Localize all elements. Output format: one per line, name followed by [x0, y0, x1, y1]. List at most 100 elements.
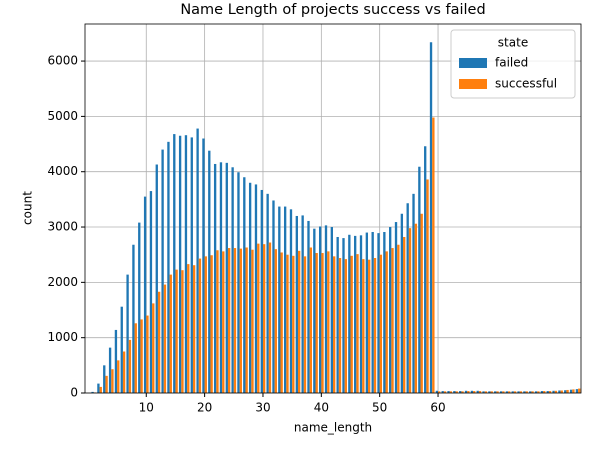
bar [202, 138, 205, 393]
bar [564, 390, 567, 393]
bar [225, 162, 228, 393]
bar [523, 391, 526, 393]
bar [289, 209, 293, 393]
bar [566, 389, 569, 393]
x-axis-label: name_length [294, 421, 372, 435]
bar [237, 172, 240, 393]
bar [204, 256, 207, 393]
bar [438, 391, 441, 393]
legend-title: state [498, 36, 528, 50]
bar [531, 391, 534, 393]
bar [254, 184, 258, 393]
bar [391, 248, 394, 393]
bar [99, 386, 102, 393]
bar [508, 391, 511, 393]
bar [138, 222, 141, 393]
bar [373, 258, 377, 393]
bar [467, 391, 470, 393]
bar [155, 164, 158, 393]
bar [278, 206, 281, 393]
bar [578, 388, 581, 393]
bar [260, 189, 263, 393]
bar [161, 149, 164, 393]
bar [572, 389, 575, 393]
bar [114, 329, 118, 393]
bar [569, 389, 573, 393]
x-tick-label: 50 [372, 401, 387, 415]
bar [262, 244, 266, 393]
bar [359, 235, 363, 393]
bar [464, 390, 468, 393]
bar [537, 391, 540, 393]
bar [408, 228, 412, 393]
bar [344, 259, 348, 393]
bar [103, 365, 106, 393]
bar [354, 235, 357, 393]
bar [412, 193, 415, 393]
bar [554, 390, 558, 393]
bar [120, 306, 123, 393]
bar [149, 191, 153, 393]
bar [157, 291, 161, 393]
bar [385, 251, 388, 393]
bar [91, 391, 94, 393]
bar [459, 391, 462, 393]
legend-swatch [459, 79, 487, 89]
bar [190, 137, 193, 393]
plot-frame [84, 23, 582, 394]
bar [163, 284, 167, 393]
bar [441, 391, 444, 393]
bar [362, 259, 365, 393]
bar [243, 177, 246, 393]
bar [476, 390, 479, 393]
legend-swatch [459, 58, 487, 68]
bar [575, 389, 579, 393]
bar [257, 243, 260, 393]
bar [330, 227, 333, 393]
bar [245, 247, 248, 393]
bar [173, 134, 176, 393]
bar [187, 264, 190, 393]
y-tick-label: 5000 [47, 109, 78, 123]
bar [365, 232, 369, 393]
bar [196, 128, 199, 394]
bar [216, 250, 219, 393]
bar [470, 390, 474, 393]
bar [134, 323, 137, 393]
bar [368, 259, 371, 393]
bar [336, 236, 339, 393]
bar [283, 206, 287, 393]
bar [338, 258, 342, 393]
y-tick-label: 4000 [47, 164, 78, 178]
bar [268, 242, 272, 393]
bar [552, 390, 555, 393]
bar [499, 391, 503, 393]
bar [333, 256, 336, 393]
bar [227, 248, 231, 393]
bar [429, 42, 433, 393]
bar [219, 162, 223, 393]
bar [443, 391, 447, 393]
bar [184, 135, 188, 393]
bar [313, 228, 316, 393]
bar [546, 391, 549, 393]
bar [318, 226, 322, 393]
bar [143, 196, 147, 393]
bar [502, 391, 505, 393]
bar [175, 269, 178, 393]
x-tick-label: 10 [139, 401, 154, 415]
bar [397, 244, 400, 393]
bar [295, 215, 298, 393]
bar [403, 236, 406, 393]
bar [222, 251, 225, 393]
bar [496, 391, 499, 393]
bar [122, 351, 126, 393]
bar [540, 391, 544, 393]
bar [251, 249, 254, 393]
bar [389, 227, 392, 393]
bar [292, 255, 295, 393]
bar [266, 193, 269, 393]
bar [309, 247, 312, 393]
x-tick-label: 20 [197, 401, 212, 415]
